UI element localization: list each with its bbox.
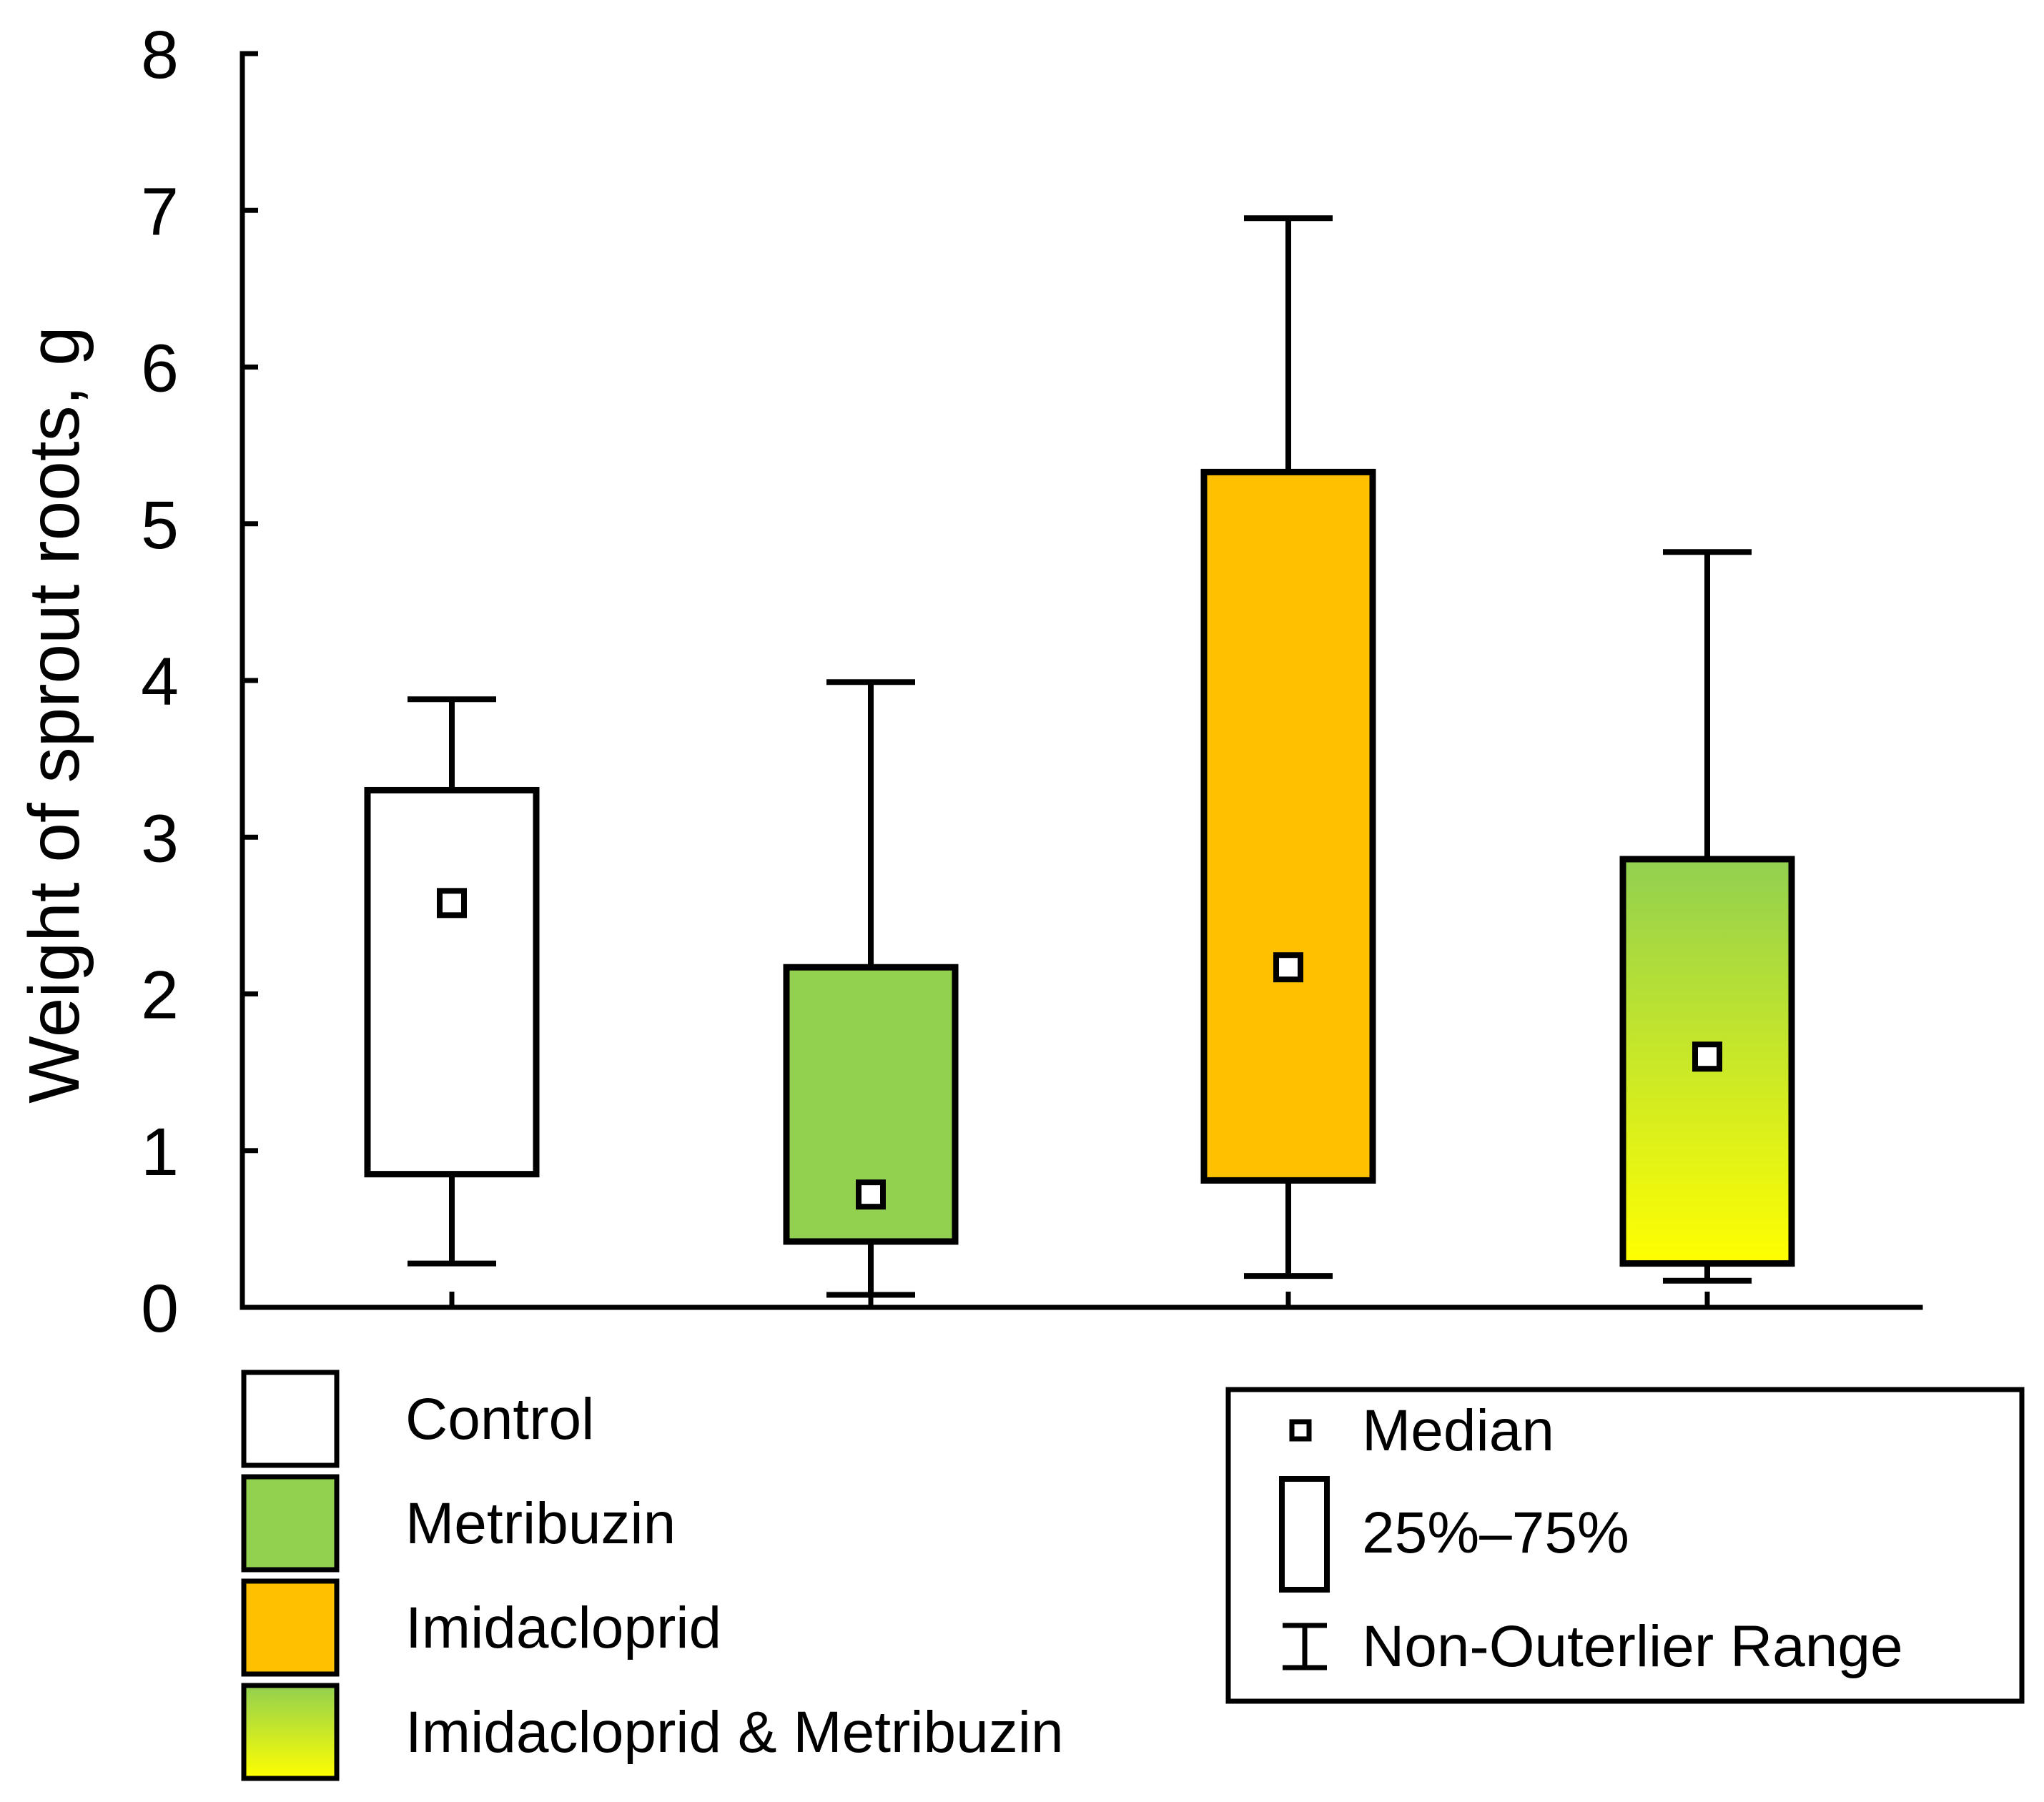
y-tick-label-5: 5	[141, 487, 179, 563]
legend-label-imidacloprid-metribuzin: Imidacloprid & Metribuzin	[405, 1700, 1064, 1765]
box-symbol-icon	[1279, 1476, 1330, 1593]
legend-swatch-imidacloprid-metribuzin	[241, 1683, 340, 1781]
y-axis-ticks: 0 1 2 3 4 5 6 7 8	[141, 17, 258, 1347]
box-group-metribuzin	[783, 679, 959, 1298]
y-tick-label-8: 8	[141, 17, 179, 93]
y-tick-label-4: 4	[141, 644, 179, 720]
box-series	[364, 215, 1795, 1298]
legend-swatch-control	[241, 1370, 340, 1468]
iqr-box-control	[364, 786, 540, 1178]
legend-label-imidacloprid: Imidacloprid	[405, 1595, 721, 1660]
legend-label-metribuzin: Metribuzin	[405, 1491, 676, 1556]
y-tick-label-0: 0	[141, 1271, 179, 1347]
y-tick-label-7: 7	[141, 174, 179, 249]
legend-swatch-imidacloprid	[241, 1578, 340, 1677]
y-tick-label-3: 3	[141, 801, 179, 876]
legend-box-label: 25%–75%	[1362, 1500, 1629, 1565]
legend-swatch-metribuzin	[241, 1474, 340, 1573]
whisker-symbol-icon	[1283, 1623, 1327, 1670]
legend-median-label: Median	[1362, 1398, 1554, 1463]
box-group-control	[364, 696, 540, 1267]
symbol-legend: Median 25%–75% Non-Outerlier Range	[1225, 1387, 2025, 1704]
y-tick-label-2: 2	[141, 958, 179, 1034]
y-tick-label-6: 6	[141, 331, 179, 407]
group-legend: Control Metribuzin Imidacloprid Imidaclopri…	[241, 1370, 1064, 1781]
median-marker-metribuzin	[856, 1179, 886, 1210]
median-marker-control	[437, 888, 467, 919]
box-group-imidacloprid	[1200, 215, 1376, 1279]
symbol-legend-frame	[1225, 1387, 2025, 1704]
y-axis-title: Weight of sprout roots, g	[14, 326, 94, 1104]
box-group-imidacloprid-metribuzin	[1619, 549, 1795, 1284]
y-tick-label-1: 1	[141, 1114, 179, 1190]
legend-label-control: Control	[405, 1387, 594, 1452]
iqr-box-imidacloprid	[1200, 468, 1376, 1184]
legend-whisker-label: Non-Outerlier Range	[1362, 1614, 1903, 1679]
median-marker-imidacloprid-metribuzin	[1692, 1041, 1722, 1072]
median-marker-imidacloprid	[1273, 952, 1303, 983]
median-symbol-icon	[1289, 1419, 1312, 1442]
